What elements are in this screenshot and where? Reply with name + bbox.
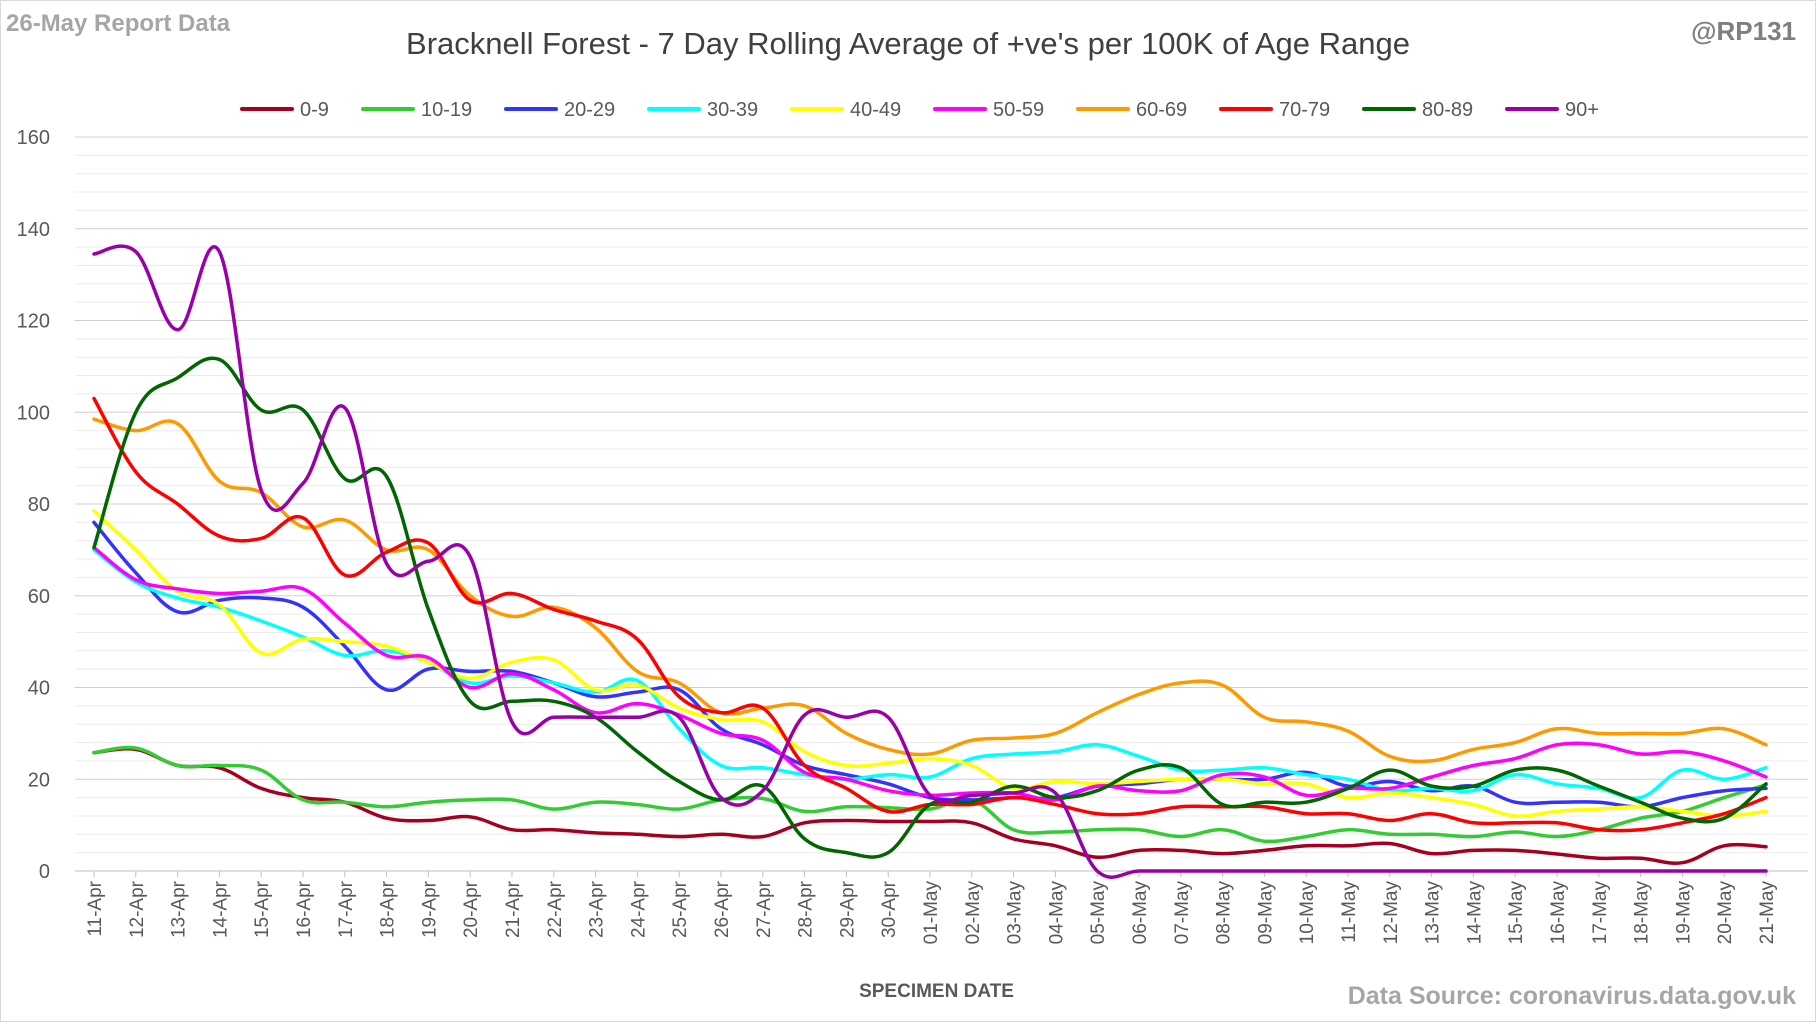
x-tick-label: 02-May xyxy=(963,881,984,945)
y-tick-label: 60 xyxy=(28,586,50,608)
x-tick-label: 06-May xyxy=(1130,881,1151,945)
y-tick-label: 160 xyxy=(17,127,50,149)
x-tick-label: 11-Apr xyxy=(85,880,106,936)
x-tick-label: 19-Apr xyxy=(419,880,440,938)
x-tick-label: 19-May xyxy=(1673,881,1694,945)
x-tick-label: 21-Apr xyxy=(503,880,524,938)
y-tick-label: 120 xyxy=(17,311,50,333)
x-tick-label: 15-Apr xyxy=(252,880,273,938)
x-tick-label: 13-Apr xyxy=(169,880,190,938)
x-tick-label: 15-May xyxy=(1506,881,1527,945)
y-tick-label: 100 xyxy=(17,402,50,424)
y-tick-label: 80 xyxy=(28,494,50,516)
legend-label: 70-79 xyxy=(1279,99,1330,121)
chart-title: Bracknell Forest - 7 Day Rolling Average… xyxy=(406,26,1410,61)
x-tick-label: 27-Apr xyxy=(754,880,775,938)
legend-label: 90+ xyxy=(1565,99,1599,121)
legend-label: 0-9 xyxy=(300,99,329,121)
x-tick-label: 24-Apr xyxy=(628,880,649,938)
x-tick-label: 28-Apr xyxy=(796,880,817,938)
series-line-60-69 xyxy=(92,417,1768,764)
legend-label: 80-89 xyxy=(1422,99,1473,121)
series-line-90plus xyxy=(92,244,1768,879)
x-tick-label: 12-Apr xyxy=(127,880,148,938)
x-tick-label: 18-May xyxy=(1632,881,1653,945)
x-tick-label: 20-May xyxy=(1715,881,1736,945)
legend-label: 60-69 xyxy=(1136,99,1187,121)
x-tick-label: 12-May xyxy=(1381,881,1402,945)
series-line-0-9 xyxy=(92,747,1768,865)
x-tick-label: 08-May xyxy=(1214,881,1235,945)
x-tick-label: 16-Apr xyxy=(294,880,315,938)
series-line-20-29 xyxy=(92,520,1768,809)
x-tick-label: 16-May xyxy=(1548,881,1569,945)
x-axis-label: SPECIMEN DATE xyxy=(859,981,1014,1002)
x-tick-label: 29-Apr xyxy=(837,880,858,938)
x-tick-label: 10-May xyxy=(1297,881,1318,945)
x-tick-label: 07-May xyxy=(1172,881,1193,945)
x-tick-label: 11-May xyxy=(1339,881,1360,943)
legend-label: 10-19 xyxy=(421,99,472,121)
x-tick-label: 18-Apr xyxy=(378,880,399,938)
x-tick-label: 26-Apr xyxy=(712,880,733,938)
series-line-10-19 xyxy=(92,745,1768,844)
x-tick-label: 20-Apr xyxy=(461,880,482,938)
x-tick-label: 04-May xyxy=(1046,881,1067,945)
data-source-label: Data Source: coronavirus.data.gov.uk xyxy=(1347,982,1796,1010)
author-handle: @RP131 xyxy=(1691,16,1796,46)
x-tick-label: 21-May xyxy=(1757,881,1778,945)
series-line-70-79 xyxy=(92,396,1768,833)
y-tick-label: 40 xyxy=(28,678,50,700)
x-tick-label: 25-Apr xyxy=(670,880,691,938)
x-tick-label: 01-May xyxy=(921,881,942,945)
x-tick-label: 14-May xyxy=(1464,881,1485,945)
x-tick-label: 30-Apr xyxy=(879,880,900,938)
x-tick-label: 17-May xyxy=(1590,881,1611,945)
x-tick-label: 09-May xyxy=(1255,881,1276,945)
x-tick-label: 23-Apr xyxy=(587,880,608,938)
series-line-50-59 xyxy=(92,545,1768,802)
series-line-80-89 xyxy=(92,356,1768,859)
legend-label: 50-59 xyxy=(993,99,1044,121)
legend-label: 20-29 xyxy=(564,99,615,121)
x-tick-label: 05-May xyxy=(1088,881,1109,945)
legend-label: 40-49 xyxy=(850,99,901,121)
x-tick-label: 13-May xyxy=(1423,881,1444,945)
report-date-label: 26-May Report Data xyxy=(6,10,231,37)
y-tick-label: 0 xyxy=(39,861,50,883)
x-tick-label: 17-Apr xyxy=(336,880,357,938)
x-tick-label: 03-May xyxy=(1005,881,1026,945)
y-tick-label: 140 xyxy=(17,219,50,241)
series-line-30-39 xyxy=(92,548,1768,801)
x-tick-label: 14-Apr xyxy=(210,880,231,938)
y-tick-label: 20 xyxy=(28,769,50,791)
legend-label: 30-39 xyxy=(707,99,758,121)
x-tick-label: 22-Apr xyxy=(545,880,566,938)
